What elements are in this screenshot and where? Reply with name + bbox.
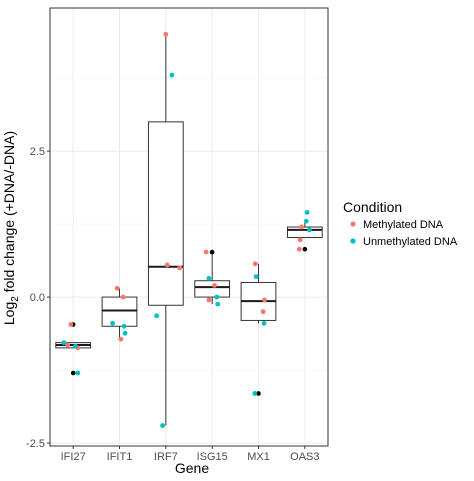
- point-unmethylated: [303, 218, 309, 224]
- y-axis-title-subscript: 2: [10, 296, 21, 302]
- point-methylated: [252, 261, 258, 267]
- point-unmethylated: [253, 274, 259, 280]
- point-methylated: [177, 265, 183, 271]
- point-methylated: [212, 283, 217, 288]
- point-methylated: [203, 249, 209, 255]
- panel-background: [50, 8, 328, 446]
- box-body: [194, 280, 231, 298]
- point-layer: [61, 31, 312, 428]
- point-methylated: [68, 322, 74, 327]
- outlier-point: [302, 246, 308, 252]
- x-tick-label: OAS3: [290, 451, 319, 463]
- point-methylated: [118, 336, 124, 342]
- point-methylated: [297, 237, 303, 243]
- box-body: [286, 226, 323, 239]
- point-unmethylated: [214, 294, 220, 300]
- point-unmethylated: [61, 340, 67, 346]
- x-tick-label: IFI27: [61, 451, 86, 463]
- point-methylated: [114, 285, 120, 291]
- point-methylated: [206, 297, 212, 303]
- outlier-point: [209, 249, 215, 255]
- point-unmethylated: [122, 330, 128, 336]
- point-methylated: [65, 342, 71, 348]
- x-tick-label: IFIT1: [107, 451, 133, 463]
- panel-border: [49, 7, 329, 447]
- y-axis-title: Log2 fold change (+DNA/-DNA): [1, 131, 21, 325]
- point-unmethylated: [75, 370, 81, 376]
- point-unmethylated: [154, 313, 159, 319]
- point-unmethylated: [304, 210, 310, 215]
- legend-label-methylated: Methylated DNA: [363, 219, 444, 231]
- point-methylated: [299, 224, 304, 230]
- point-methylated: [164, 262, 170, 268]
- x-tick-label: MX1: [247, 451, 270, 463]
- point-unmethylated: [169, 72, 175, 78]
- axis-layer: -2.5 0.0 2.5 IFI27 IFIT1 IRF7 ISG15 MX1 OAS3: [26, 146, 319, 463]
- box-layer: [55, 34, 323, 426]
- y-tick-label: -2.5: [26, 438, 45, 450]
- outlier-point: [256, 391, 261, 396]
- point-unmethylated: [252, 391, 258, 396]
- point-unmethylated: [307, 227, 312, 233]
- plot-panel: [49, 7, 329, 447]
- legend: Condition Methylated DNA Unmethylated DN…: [343, 199, 458, 248]
- point-unmethylated: [206, 275, 212, 281]
- point-unmethylated: [261, 320, 267, 326]
- y-axis-title-main: Log: [1, 302, 17, 325]
- y-tick-label: 0.0: [30, 292, 45, 304]
- point-methylated: [120, 294, 126, 300]
- y-axis-title-rest: fold change (+DNA/-DNA): [1, 131, 17, 296]
- box-body: [147, 121, 184, 306]
- point-unmethylated: [215, 301, 221, 307]
- x-tick-label: IRF7: [154, 451, 178, 463]
- outlier-point: [70, 370, 76, 376]
- y-tick-label: 2.5: [30, 146, 45, 158]
- point-unmethylated: [121, 323, 127, 329]
- point-methylated: [260, 309, 266, 315]
- legend-label-unmethylated: Unmethylated DNA: [363, 236, 458, 248]
- box-body: [101, 296, 138, 327]
- point-methylated: [296, 246, 302, 252]
- point-unmethylated: [160, 423, 165, 428]
- point-methylated: [163, 31, 169, 37]
- point-unmethylated: [110, 320, 115, 326]
- x-tick-label: ISG15: [197, 451, 228, 463]
- legend-key-unmethylated: [350, 238, 356, 244]
- point-methylated: [262, 297, 267, 303]
- x-axis-title: Gene: [175, 460, 209, 476]
- legend-title: Condition: [343, 199, 402, 215]
- legend-key-methylated: [350, 221, 356, 227]
- point-unmethylated: [73, 343, 78, 349]
